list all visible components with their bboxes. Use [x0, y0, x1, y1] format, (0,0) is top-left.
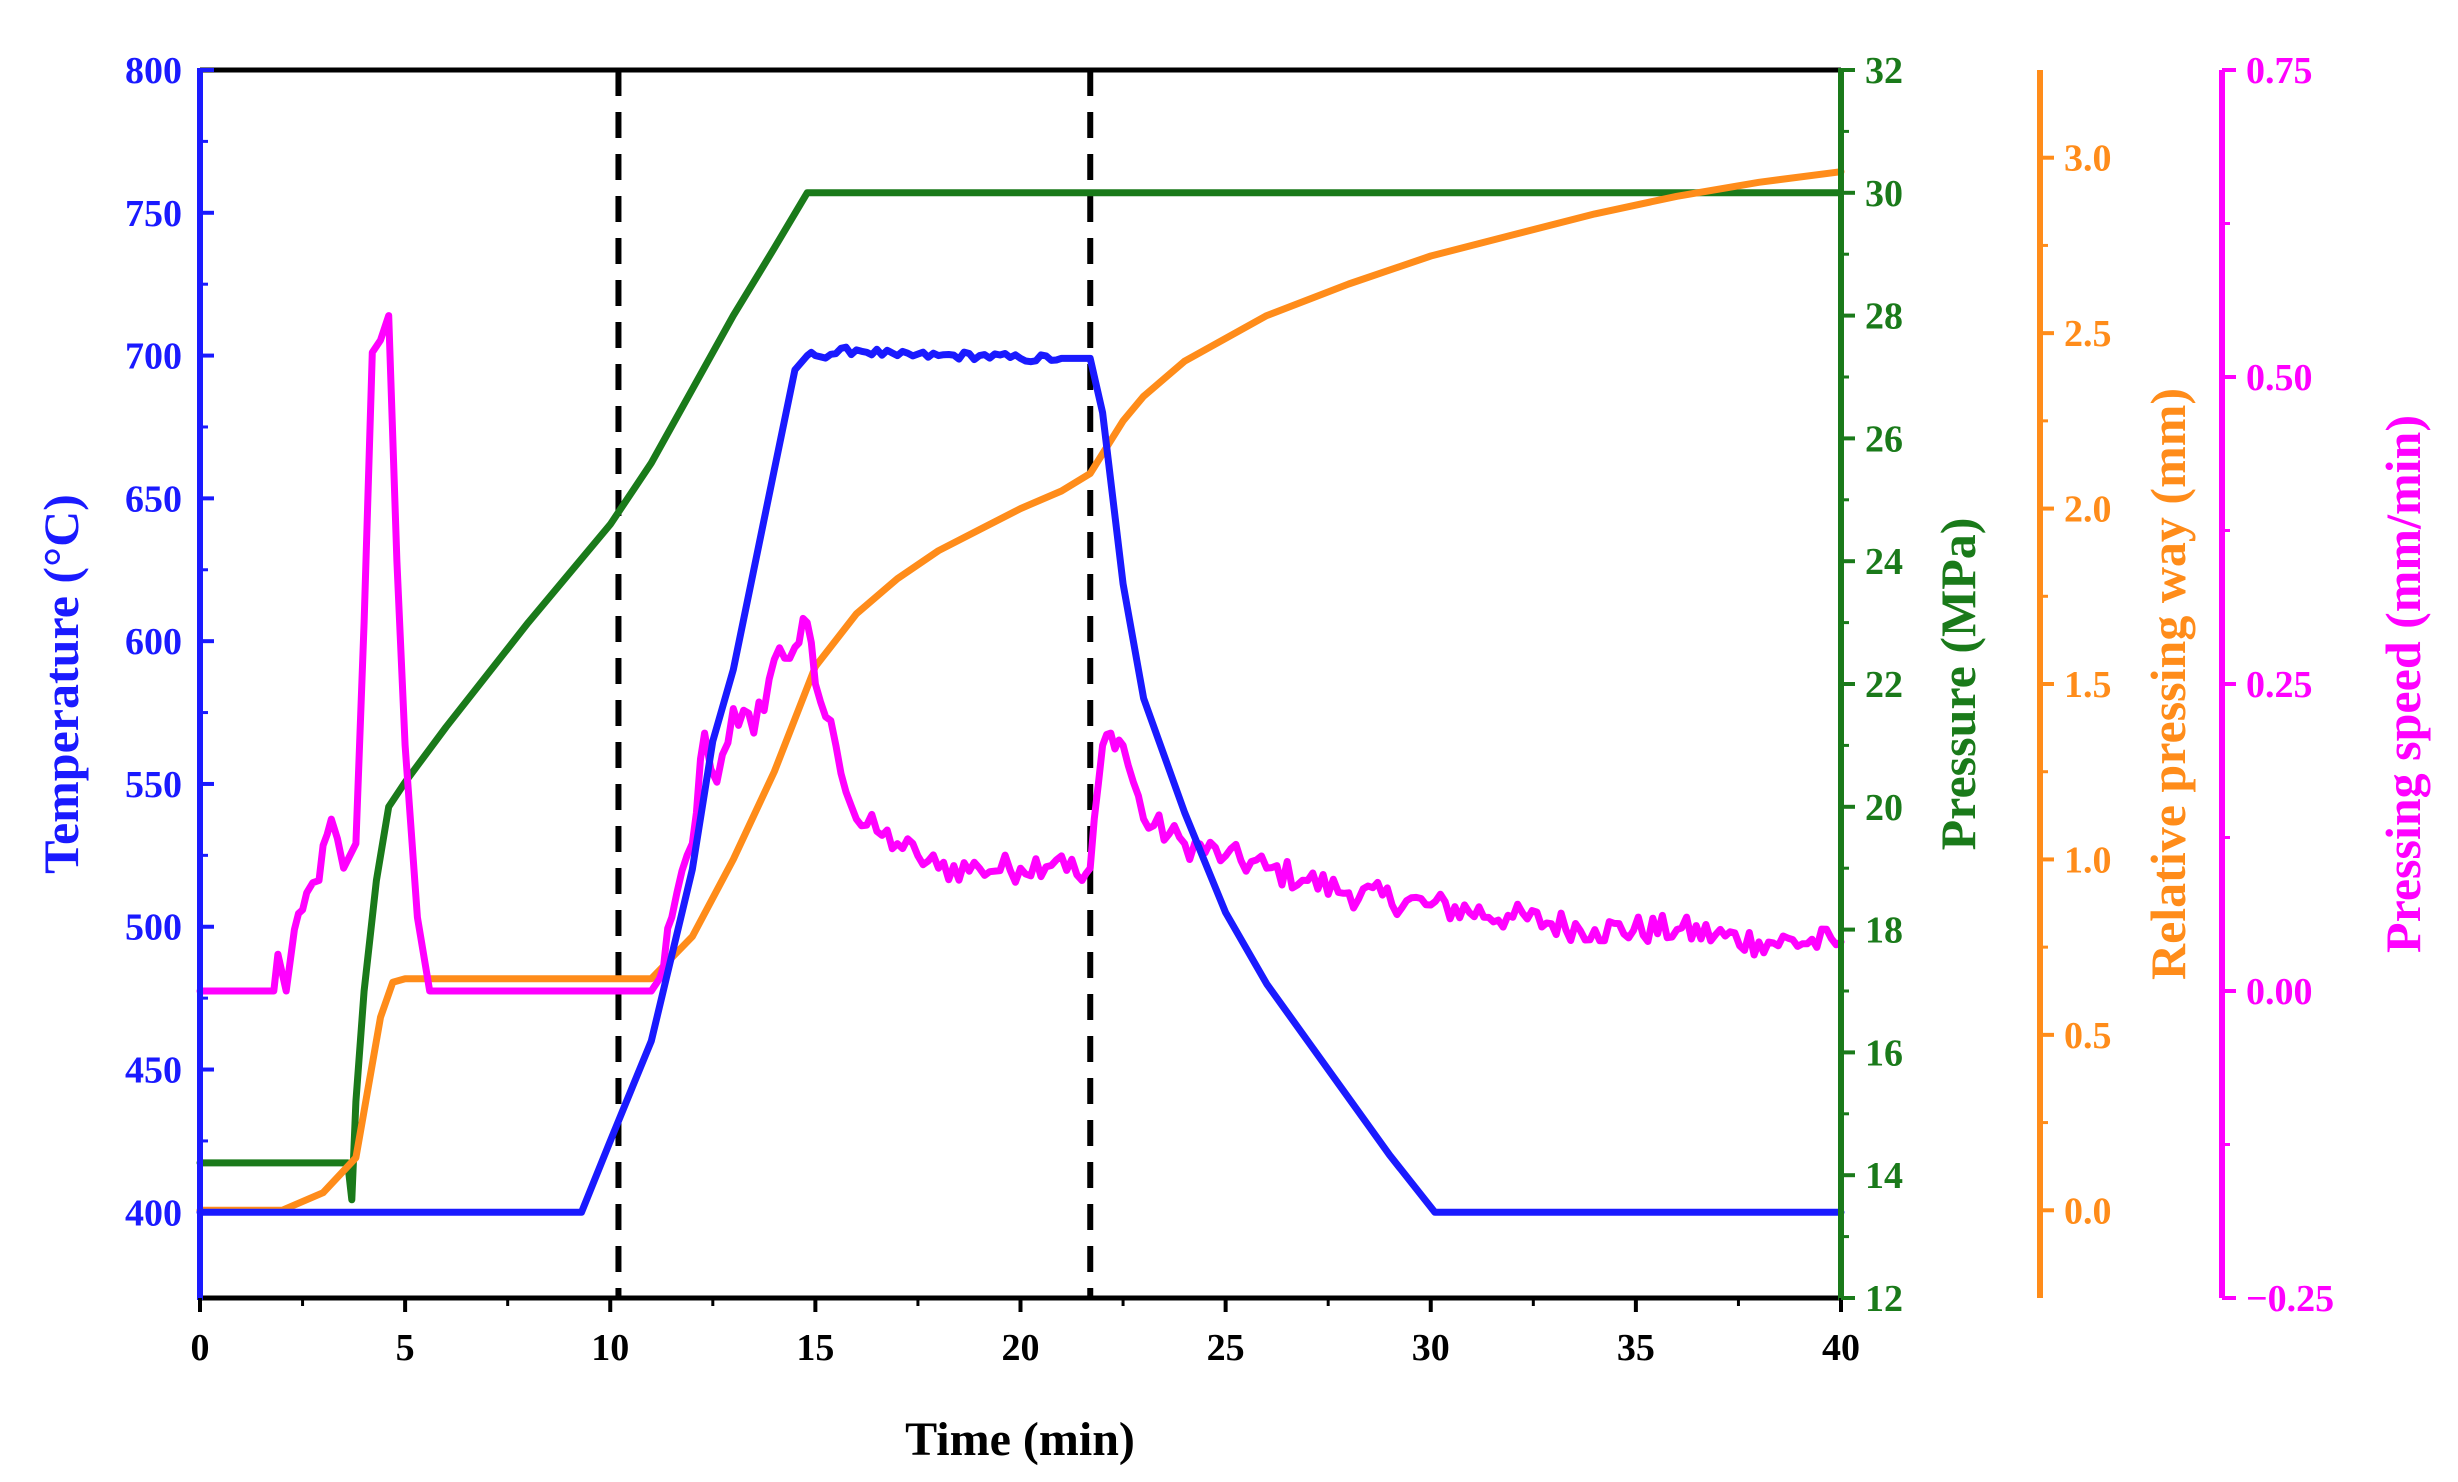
temp-tick-label: 400: [125, 1192, 182, 1234]
temp-tick-label: 650: [125, 478, 182, 520]
speed-tick-label: 0.50: [2246, 357, 2313, 399]
pressure-tick-label: 18: [1865, 910, 1903, 952]
way-tick-label: 0.0: [2064, 1190, 2112, 1232]
pressure-tick-label: 22: [1865, 664, 1903, 706]
temp-tick-label: 700: [125, 336, 182, 378]
series-line-way: [196, 168, 1845, 1214]
x-tick-label: 15: [796, 1327, 834, 1369]
x-tick-label: 20: [1002, 1327, 1040, 1369]
temp-tick-label: 600: [125, 621, 182, 663]
series-group: [196, 168, 1845, 1216]
pressure-tick-label: 12: [1865, 1278, 1903, 1320]
way-tick-label: 3.0: [2064, 138, 2112, 180]
x-tick-label: 40: [1822, 1327, 1860, 1369]
temp-tick-label: 550: [125, 764, 182, 806]
pressure-tick-label: 20: [1865, 787, 1903, 829]
y-axes-ticks: 400 450 500 550 600 650 700 750 800 12 14 16 18 20 22 2…: [125, 50, 2334, 1320]
pressure-tick-label: 14: [1865, 1155, 1903, 1197]
pressure-tick-label: 26: [1865, 418, 1903, 460]
pressing-way-axis-title: Relative pressing way (mm): [2140, 388, 2196, 980]
pressure-tick-label: 16: [1865, 1032, 1903, 1074]
way-tick-label: 2.5: [2064, 313, 2112, 355]
temp-tick-label: 450: [125, 1050, 182, 1092]
series-line-pressure: [196, 189, 1845, 1204]
x-tick-label: 25: [1207, 1327, 1245, 1369]
speed-tick-label: 0.25: [2246, 664, 2313, 706]
pressure-tick-label: 24: [1865, 541, 1903, 583]
series-line-temp: [196, 343, 1845, 1216]
pressure-tick-label: 32: [1865, 50, 1903, 92]
x-tick-label: 10: [591, 1327, 629, 1369]
x-tick-label: 5: [396, 1327, 415, 1369]
speed-tick-label: 0.00: [2246, 971, 2313, 1013]
temp-tick-label: 500: [125, 907, 182, 949]
x-axis-ticks: 0 5 10 15 20 25 30 35 40: [191, 1298, 1860, 1369]
pressure-axis-title: Pressure (MPa): [1930, 518, 1986, 851]
x-tick-label: 0: [191, 1327, 210, 1369]
speed-tick-label: 0.75: [2246, 50, 2313, 92]
way-tick-label: 1.0: [2064, 839, 2112, 881]
series-line-speed: [196, 312, 1845, 995]
way-tick-label: 2.0: [2064, 489, 2112, 531]
temperature-axis-title: Temperature (°C): [33, 494, 89, 874]
speed-tick-label: −0.25: [2246, 1278, 2334, 1320]
x-tick-label: 35: [1617, 1327, 1655, 1369]
temp-tick-label: 800: [125, 50, 182, 92]
pressing-speed-axis-title: Pressing speed (mm/min): [2375, 415, 2431, 953]
phase-divider-lines: [615, 70, 1094, 1298]
way-tick-label: 1.5: [2064, 664, 2112, 706]
way-tick-label: 0.5: [2064, 1015, 2112, 1057]
temp-tick-label: 750: [125, 193, 182, 235]
pressure-tick-label: 30: [1865, 173, 1903, 215]
x-tick-label: 30: [1412, 1327, 1450, 1369]
pressure-tick-label: 28: [1865, 296, 1903, 338]
x-axis-title: Time (min): [905, 1413, 1135, 1466]
